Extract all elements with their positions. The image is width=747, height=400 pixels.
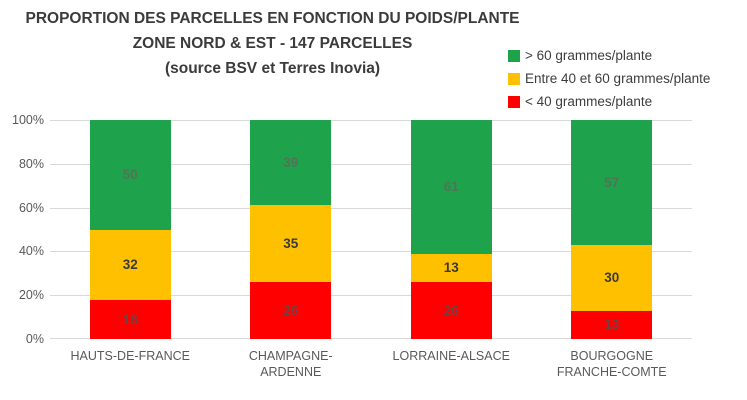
data-label: 26 <box>283 303 299 319</box>
legend-item-gt60: > 60 grammes/plante <box>508 44 710 67</box>
bar-segment-gt60[interactable]: 50 <box>89 120 171 230</box>
y-tick-20: 20% <box>18 288 44 303</box>
bar-segment-gt60[interactable]: 39 <box>250 120 332 206</box>
stacked-bar-hauts-de-france[interactable]: 50 32 18 <box>89 120 171 339</box>
bar-column-lorraine-alsace: 61 13 26 <box>371 120 532 339</box>
bars-group: 50 32 18 39 35 <box>50 120 692 339</box>
data-label: 26 <box>443 303 459 319</box>
y-tick-80: 80% <box>18 156 44 171</box>
bar-segment-lt40[interactable]: 13 <box>571 310 653 339</box>
legend-item-mid40-60: Entre 40 et 60 grammes/plante <box>508 67 710 90</box>
x-label-champagne-ardenne: CHAMPAGNE-ARDENNE <box>248 349 333 379</box>
y-tick-100: 100% <box>12 113 44 127</box>
y-tick-60: 60% <box>18 200 44 215</box>
y-axis: 0% 20% 40% 60% 80% 100% <box>0 113 44 346</box>
stacked-bar-lorraine-alsace[interactable]: 61 13 26 <box>410 120 492 339</box>
plot-area: 50 32 18 39 35 <box>50 120 692 339</box>
gridline-40 <box>50 251 692 253</box>
x-label-lorraine-alsace: LORRAINE-ALSACE <box>392 349 510 363</box>
bar-segment-lt40[interactable]: 26 <box>410 282 492 339</box>
legend-label: Entre 40 et 60 grammes/plante <box>525 71 711 86</box>
data-label: 18 <box>122 311 138 327</box>
data-label: 35 <box>283 236 299 252</box>
bar-segment-lt40[interactable]: 18 <box>89 299 171 339</box>
bar-segment-mid40-60[interactable]: 30 <box>571 244 653 311</box>
legend-label: > 60 grammes/plante <box>525 48 653 63</box>
legend-swatch-yellow-icon <box>508 72 520 85</box>
stacked-bar-bourgogne-franche-comte[interactable]: 57 30 13 <box>571 120 653 339</box>
x-label-bourgogne-franche-comte: BOURGOGNE FRANCHE-COMTE <box>556 349 667 379</box>
bar-column-bourgogne-franche-comte: 57 30 13 <box>532 120 693 339</box>
bar-column-hauts-de-france: 50 32 18 <box>50 120 211 339</box>
chart-title: PROPORTION DES PARCELLES EN FONCTION DU … <box>0 6 545 81</box>
data-label: 32 <box>122 257 138 273</box>
legend-item-lt40: < 40 grammes/plante <box>508 90 710 113</box>
bar-column-champagne-ardenne: 39 35 26 <box>211 120 372 339</box>
gridline-20 <box>50 295 692 297</box>
bar-segment-gt60[interactable]: 61 <box>410 120 492 254</box>
chart-title-line1: PROPORTION DES PARCELLES EN FONCTION DU … <box>25 10 520 27</box>
x-label-hauts-de-france: HAUTS-DE-FRANCE <box>70 349 190 363</box>
data-label: 57 <box>604 174 620 190</box>
bar-segment-gt60[interactable]: 57 <box>571 120 653 245</box>
gridline-60 <box>50 207 692 209</box>
y-tick-0: 0% <box>25 332 44 346</box>
chart-title-line2: ZONE NORD & EST - 147 PARCELLES <box>132 35 413 52</box>
legend-swatch-red-icon <box>508 95 520 108</box>
x-axis: HAUTS-DE-FRANCE CHAMPAGNE-ARDENNE LORRAI… <box>50 348 692 380</box>
y-tick-40: 40% <box>18 244 44 259</box>
data-label: 61 <box>443 179 459 195</box>
gridline-0 <box>50 338 692 339</box>
data-label: 39 <box>283 155 299 171</box>
bar-segment-lt40[interactable]: 26 <box>250 282 332 339</box>
gridline-80 <box>50 163 692 165</box>
chart-title-line3: (source BSV et Terres Inovia) <box>164 60 381 77</box>
legend-swatch-green-icon <box>508 49 520 62</box>
data-label: 13 <box>443 260 459 276</box>
gridline-100 <box>50 120 692 121</box>
data-label: 13 <box>604 317 620 333</box>
legend: > 60 grammes/plante Entre 40 et 60 gramm… <box>508 44 710 113</box>
stacked-bar-champagne-ardenne[interactable]: 39 35 26 <box>250 120 332 339</box>
data-label: 30 <box>604 270 620 286</box>
data-label: 50 <box>122 167 138 183</box>
legend-label: < 40 grammes/plante <box>525 94 653 109</box>
bar-segment-mid40-60[interactable]: 13 <box>410 253 492 283</box>
bar-segment-mid40-60[interactable]: 35 <box>250 205 332 283</box>
bar-segment-mid40-60[interactable]: 32 <box>89 229 171 300</box>
